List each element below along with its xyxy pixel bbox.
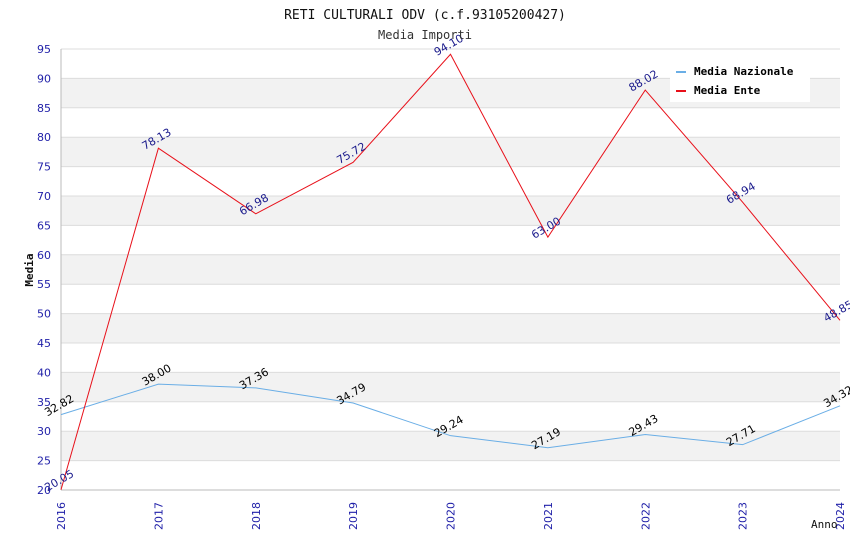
legend-box — [670, 60, 810, 102]
x-tick-label-2017: 2017 — [152, 502, 165, 530]
chart-subtitle: Media Importi — [378, 28, 472, 42]
grid-band — [61, 284, 840, 314]
y-tick-label-95: 95 — [37, 43, 51, 56]
y-tick-labels: 20 25 30 35 40 45 50 55 60 65 70 75 80 85 90 95 — [37, 43, 51, 497]
x-tick-label-2018: 2018 — [250, 502, 263, 530]
y-axis-label: Media — [23, 253, 36, 286]
grid-band — [61, 107, 840, 138]
grid-band — [61, 137, 840, 167]
grid-band — [61, 196, 840, 226]
x-tick-label-2024: 2024 — [834, 502, 847, 530]
x-tick-label-2020: 2020 — [445, 502, 458, 530]
chart-title: RETI CULTURALI ODV (c.f.93105200427) — [284, 8, 566, 23]
x-tick-label-2016: 2016 — [55, 502, 68, 530]
y-tick-label-90: 90 — [37, 72, 51, 85]
y-tick-label-25: 25 — [37, 455, 51, 468]
y-tick-label-55: 55 — [37, 278, 51, 291]
legend-entry-media-nazionale: Media Nazionale — [694, 65, 794, 78]
y-tick-label-70: 70 — [37, 190, 51, 203]
x-tick-label-2023: 2023 — [737, 502, 750, 530]
grid-band — [61, 343, 840, 373]
y-tick-label-50: 50 — [37, 308, 51, 321]
y-tick-label-30: 30 — [37, 425, 51, 438]
y-tick-label-65: 65 — [37, 219, 51, 232]
grid-band — [61, 401, 840, 432]
x-tick-label-2022: 2022 — [639, 502, 652, 530]
y-tick-label-20: 20 — [37, 484, 51, 497]
legend: Media Nazionale Media Ente — [670, 60, 810, 102]
legend-entry-media-ente: Media Ente — [694, 84, 761, 97]
series-lines — [60, 53, 841, 490]
grid-bands — [61, 48, 840, 491]
grid-band — [61, 225, 840, 255]
y-tick-label-35: 35 — [37, 396, 51, 409]
axes — [60, 49, 840, 491]
y-tick-label-85: 85 — [37, 102, 51, 115]
y-tick-label-60: 60 — [37, 249, 51, 262]
x-tick-labels: 2016 2017 2018 2019 2020 2021 2022 2023 2024 — [55, 502, 847, 530]
grid-band — [61, 313, 840, 343]
x-axis-label: Anno — [811, 518, 838, 531]
grid-band — [61, 166, 840, 196]
series-line-media-ente — [60, 53, 841, 490]
x-tick-label-2019: 2019 — [347, 502, 360, 530]
y-tick-label-45: 45 — [37, 337, 51, 350]
y-tick-label-80: 80 — [37, 131, 51, 144]
y-tick-label-40: 40 — [37, 366, 51, 379]
series-line-media-nazionale — [60, 383, 841, 449]
y-tick-label-75: 75 — [37, 161, 51, 174]
x-tick-label-2021: 2021 — [542, 502, 555, 530]
grid-band — [61, 254, 840, 285]
grid-band — [61, 372, 840, 402]
grid-band — [61, 460, 840, 490]
